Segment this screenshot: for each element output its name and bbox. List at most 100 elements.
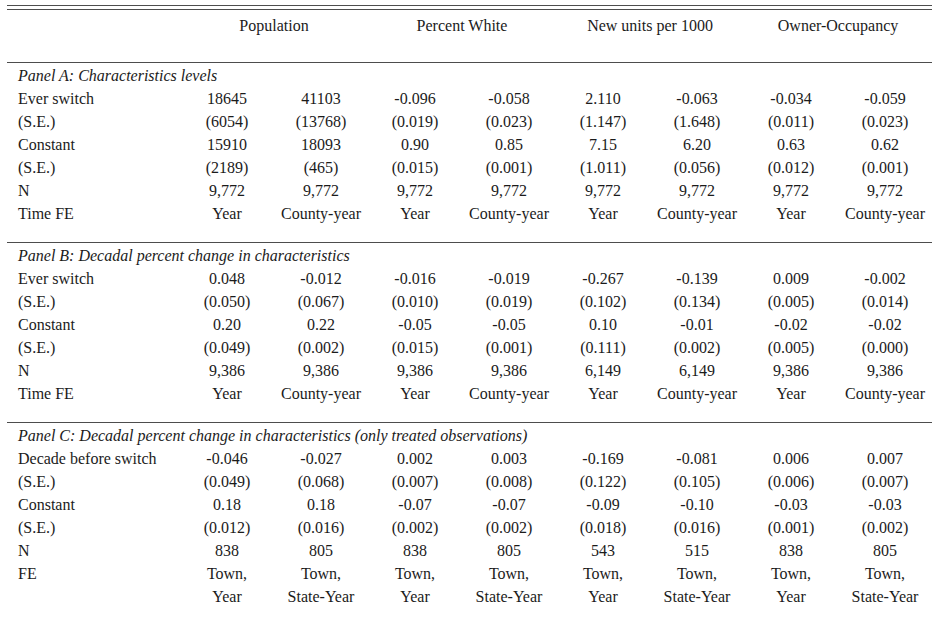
table-cell: (6054) xyxy=(180,110,274,133)
table-cell: Year xyxy=(368,202,462,243)
table-cell: 18093 xyxy=(274,133,368,156)
table-row: (S.E.)(0.012)(0.016)(0.002)(0.002)(0.018… xyxy=(7,516,932,539)
table-row: N9,3869,3869,3869,3866,1496,1499,3869,38… xyxy=(7,359,932,382)
table-cell: Town, Year xyxy=(180,562,274,617)
table-cell: (0.001) xyxy=(838,156,932,179)
table-cell: 805 xyxy=(838,539,932,562)
table-cell: (0.105) xyxy=(650,470,744,493)
table-row: (S.E.)(6054)(13768)(0.019)(0.023)(1.147)… xyxy=(7,110,932,133)
table-cell: 7.15 xyxy=(556,133,650,156)
row-label: (S.E.) xyxy=(7,516,180,539)
table-cell: (1.648) xyxy=(650,110,744,133)
table-cell: (0.005) xyxy=(744,336,838,359)
table-cell: County-year xyxy=(462,382,556,423)
row-label: Constant xyxy=(7,133,180,156)
row-label: N xyxy=(7,179,180,202)
table-cell: (0.016) xyxy=(650,516,744,539)
table-cell: 838 xyxy=(180,539,274,562)
table-cell: 9,386 xyxy=(180,359,274,382)
table-cell: (0.001) xyxy=(462,156,556,179)
table-cell: (0.102) xyxy=(556,290,650,313)
table-cell: Year xyxy=(744,382,838,423)
table-cell: (0.002) xyxy=(650,336,744,359)
table-cell: (0.111) xyxy=(556,336,650,359)
panel-title: Panel A: Characteristics levels xyxy=(7,63,932,88)
table-cell: Year xyxy=(368,382,462,423)
table-cell: 9,772 xyxy=(744,179,838,202)
row-label: (S.E.) xyxy=(7,336,180,359)
table-cell: (0.001) xyxy=(744,516,838,539)
table-cell: (0.010) xyxy=(368,290,462,313)
table-row: (S.E.)(2189)(465)(0.015)(0.001)(1.011)(0… xyxy=(7,156,932,179)
table-cell: 838 xyxy=(368,539,462,562)
table-cell: (0.018) xyxy=(556,516,650,539)
table-cell: 9,772 xyxy=(650,179,744,202)
table-cell: 0.003 xyxy=(462,447,556,470)
table-cell: (0.023) xyxy=(838,110,932,133)
table-cell: (0.007) xyxy=(838,470,932,493)
table-cell: Town, Year xyxy=(556,562,650,617)
table-cell: 0.62 xyxy=(838,133,932,156)
table-cell: -0.096 xyxy=(368,87,462,110)
table-cell: (0.056) xyxy=(650,156,744,179)
table-cell: 41103 xyxy=(274,87,368,110)
table-row: FETown, YearTown, State-YearTown, YearTo… xyxy=(7,562,932,617)
table-cell: -0.016 xyxy=(368,267,462,290)
table-cell: Year xyxy=(744,202,838,243)
table-row: Constant15910180930.900.857.156.200.630.… xyxy=(7,133,932,156)
paper-table-page: PopulationPercent WhiteNew units per 100… xyxy=(0,0,939,617)
table-cell: 9,386 xyxy=(274,359,368,382)
table-cell: County-year xyxy=(838,202,932,243)
table-cell: 0.85 xyxy=(462,133,556,156)
row-label: (S.E.) xyxy=(7,110,180,133)
table-cell: (0.023) xyxy=(462,110,556,133)
table-cell: 0.10 xyxy=(556,313,650,336)
table-cell: -0.012 xyxy=(274,267,368,290)
table-cell: -0.03 xyxy=(744,493,838,516)
table-cell: County-year xyxy=(462,202,556,243)
table-cell: (0.000) xyxy=(838,336,932,359)
table-cell: County-year xyxy=(274,382,368,423)
table-row: (S.E.)(0.049)(0.002)(0.015)(0.001)(0.111… xyxy=(7,336,932,359)
table-cell: 0.22 xyxy=(274,313,368,336)
table-header: PopulationPercent WhiteNew units per 100… xyxy=(7,10,932,63)
table-cell: (0.019) xyxy=(462,290,556,313)
table-cell: Town, State-Year xyxy=(274,562,368,617)
table-cell: -0.063 xyxy=(650,87,744,110)
table-cell: (0.002) xyxy=(368,516,462,539)
table-cell: (0.002) xyxy=(274,336,368,359)
table-cell: 543 xyxy=(556,539,650,562)
table-cell: 838 xyxy=(744,539,838,562)
table-cell: -0.046 xyxy=(180,447,274,470)
table-cell: (0.019) xyxy=(368,110,462,133)
table-row: Ever switch0.048-0.012-0.016-0.019-0.267… xyxy=(7,267,932,290)
table-cell: Town, State-Year xyxy=(838,562,932,617)
table-cell: 6,149 xyxy=(556,359,650,382)
row-label: (S.E.) xyxy=(7,290,180,313)
table-cell: 18645 xyxy=(180,87,274,110)
table-cell: (0.050) xyxy=(180,290,274,313)
table-row: Ever switch1864541103-0.096-0.0582.110-0… xyxy=(7,87,932,110)
table-cell: -0.05 xyxy=(368,313,462,336)
table-cell: (0.012) xyxy=(180,516,274,539)
table-cell: (0.012) xyxy=(744,156,838,179)
table-cell: (0.049) xyxy=(180,336,274,359)
table-cell: 9,386 xyxy=(744,359,838,382)
table-cell: (0.015) xyxy=(368,336,462,359)
panel-title-row: Panel B: Decadal percent change in chara… xyxy=(7,243,932,268)
table-cell: (0.014) xyxy=(838,290,932,313)
table-cell: -0.07 xyxy=(368,493,462,516)
table-cell: (0.007) xyxy=(368,470,462,493)
table-cell: (0.049) xyxy=(180,470,274,493)
table-cell: 805 xyxy=(462,539,556,562)
table-row: (S.E.)(0.049)(0.068)(0.007)(0.008)(0.122… xyxy=(7,470,932,493)
table-cell: (0.122) xyxy=(556,470,650,493)
table-cell: (13768) xyxy=(274,110,368,133)
table-cell: Town, Year xyxy=(368,562,462,617)
table-cell: County-year xyxy=(650,382,744,423)
table-cell: -0.019 xyxy=(462,267,556,290)
row-label: Time FE xyxy=(7,382,180,423)
table-cell: Year xyxy=(180,202,274,243)
row-label: Constant xyxy=(7,493,180,516)
table-cell: 9,386 xyxy=(462,359,556,382)
